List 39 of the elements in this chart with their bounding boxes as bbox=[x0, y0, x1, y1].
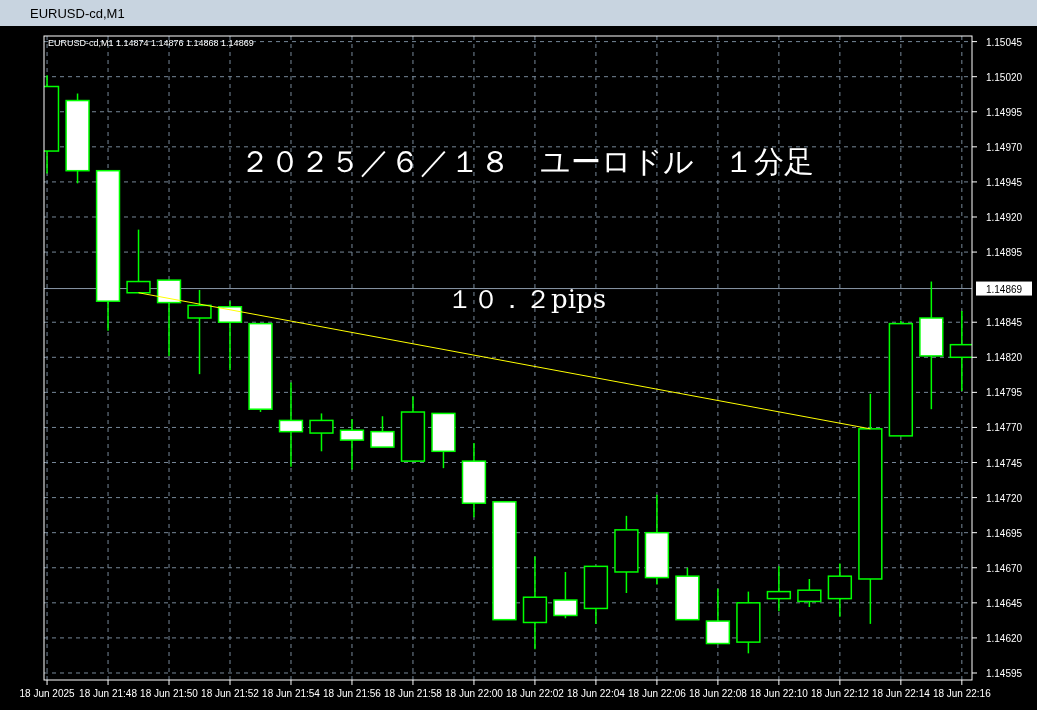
xtick: 18 Jun 22:10 bbox=[749, 688, 808, 699]
xtick: 18 Jun 22:08 bbox=[689, 688, 747, 699]
ytick: 1.14820 bbox=[985, 352, 1023, 364]
xtick: 18 Jun 21:58 bbox=[384, 688, 442, 699]
ytick: 1.14895 bbox=[985, 247, 1023, 259]
xtick: 18 Jun 22:04 bbox=[567, 688, 625, 699]
ytick: 1.14920 bbox=[985, 212, 1023, 223]
ytick: 1.14595 bbox=[985, 668, 1023, 679]
ytick: 1.14620 bbox=[985, 632, 1023, 644]
ytick: 1.14695 bbox=[985, 527, 1023, 539]
xtick: 18 Jun 2025 bbox=[19, 688, 75, 699]
xtick: 18 Jun 21:56 bbox=[323, 688, 381, 699]
annotation: ２０２５／６／１８ ユーロドル １分足 bbox=[239, 144, 814, 179]
ytick: 1.14970 bbox=[985, 141, 1023, 153]
xtick: 18 Jun 21:54 bbox=[262, 688, 320, 699]
xtick: 18 Jun 22:16 bbox=[932, 688, 991, 699]
xtick: 18 Jun 22:06 bbox=[628, 688, 686, 699]
subtitle: EURUSD-cd,M1 1.14874 1.14876 1.14868 1.14869 bbox=[48, 38, 254, 48]
ytick: 1.14745 bbox=[985, 457, 1023, 469]
title: EURUSD-cd,M1 bbox=[30, 6, 125, 21]
ytick: 1.14845 bbox=[985, 317, 1023, 329]
ytick: 1.14945 bbox=[985, 176, 1023, 188]
ref-label: 1.14869 bbox=[985, 283, 1023, 295]
ytick: 1.14995 bbox=[985, 106, 1023, 118]
ytick: 1.15020 bbox=[985, 71, 1023, 83]
xtick: 18 Jun 22:14 bbox=[871, 688, 930, 699]
xtick: 18 Jun 21:48 bbox=[79, 688, 137, 699]
xtick: 18 Jun 22:12 bbox=[810, 688, 869, 699]
xtick: 18 Jun 22:02 bbox=[506, 688, 564, 699]
ytick: 1.14720 bbox=[985, 492, 1023, 504]
ytick: 1.14795 bbox=[985, 387, 1023, 399]
annotation: １０．２pips bbox=[447, 284, 607, 314]
xtick: 18 Jun 21:50 bbox=[140, 688, 198, 699]
ytick: 1.14670 bbox=[985, 562, 1023, 574]
xtick: 18 Jun 21:52 bbox=[201, 688, 259, 699]
xtick: 18 Jun 22:00 bbox=[445, 688, 503, 699]
ytick: 1.15045 bbox=[985, 36, 1023, 48]
ytick: 1.14770 bbox=[985, 422, 1023, 434]
ytick: 1.14645 bbox=[985, 597, 1023, 609]
